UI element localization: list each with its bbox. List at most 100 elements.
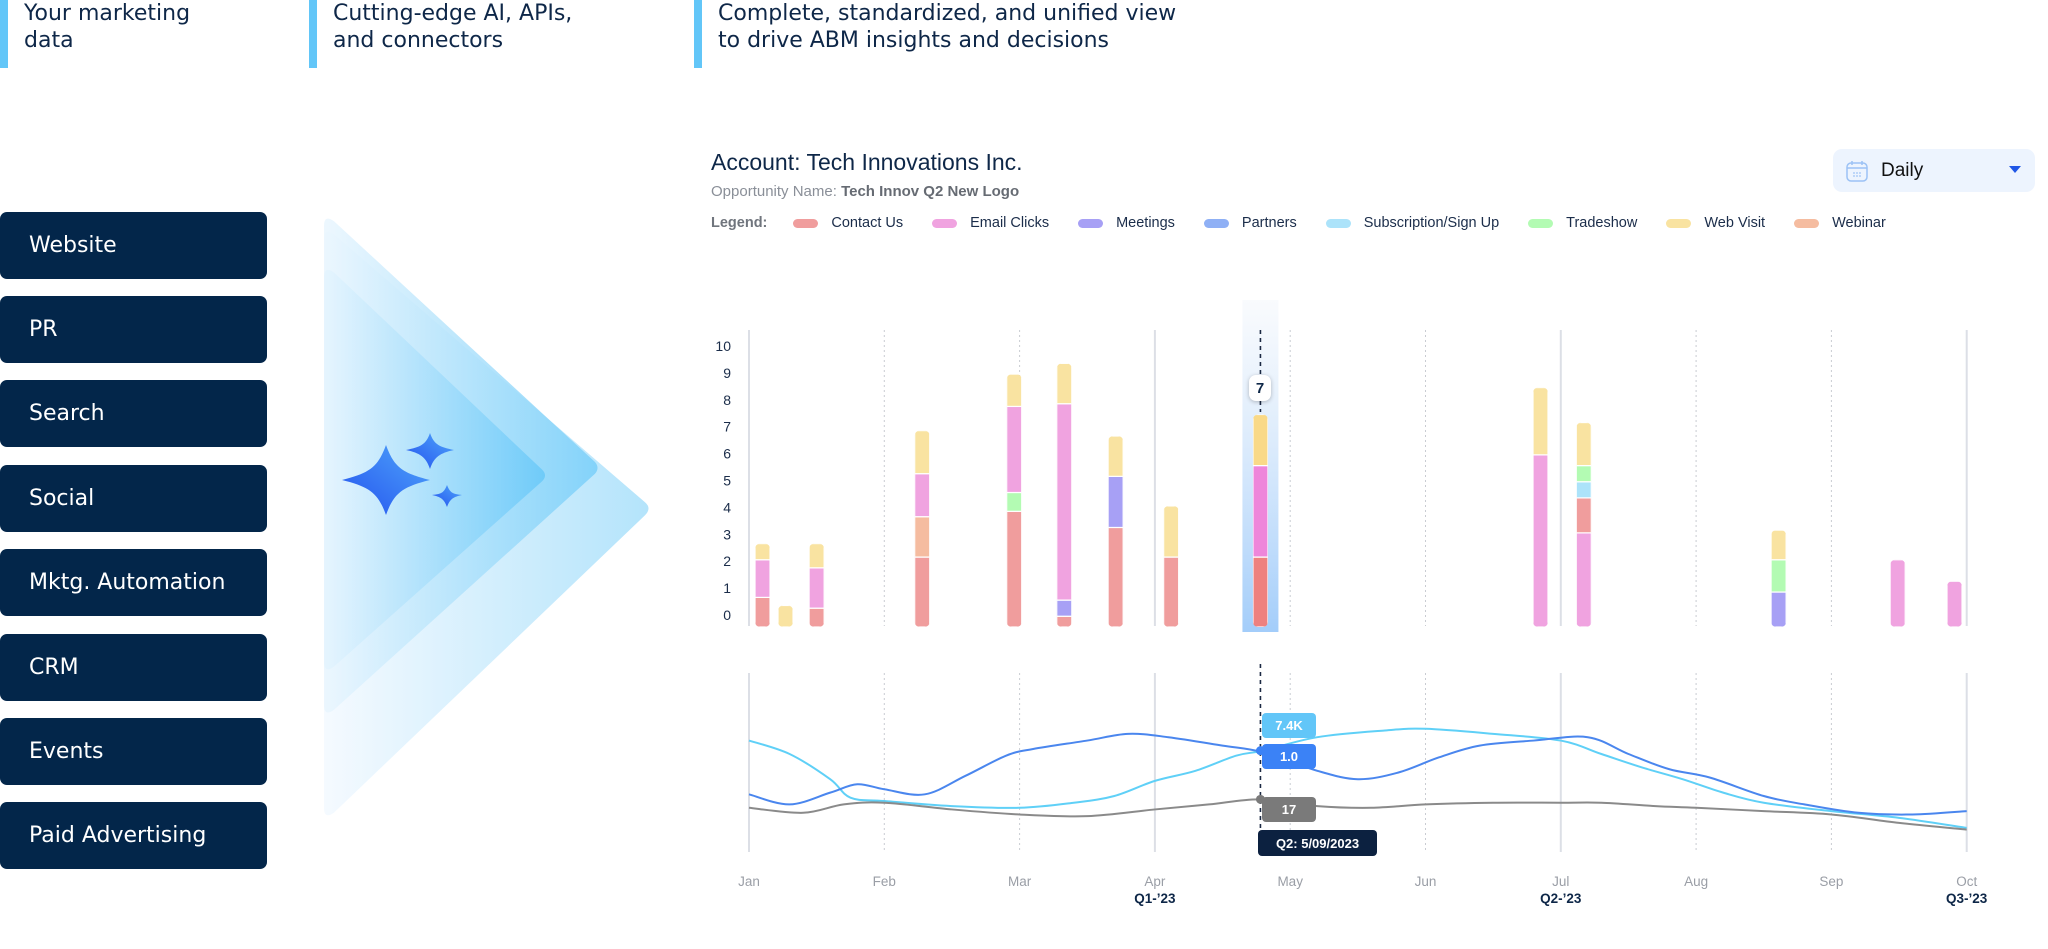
x-tick-label: May xyxy=(1277,874,1303,889)
legend-label: Legend: xyxy=(711,215,768,231)
bar-segment-email xyxy=(914,473,930,518)
x-tick-label: Oct xyxy=(1956,874,1977,889)
bar-segment-email xyxy=(1252,465,1268,558)
source-website-button[interactable]: Website xyxy=(0,212,267,279)
legend-item-label: Web Visit xyxy=(1704,215,1766,231)
chart-legend: Legend: Contact Us Email Clicks Meetings… xyxy=(711,215,1915,231)
y-tick-label: 2 xyxy=(723,553,731,569)
bar-segment-webinar xyxy=(914,516,930,558)
bar-segment-tradeshow xyxy=(1576,465,1592,483)
bar-segment-email xyxy=(1576,532,1592,627)
bar-segment-webvisit xyxy=(1006,374,1022,408)
legend-item-webinar[interactable]: Webinar xyxy=(1794,215,1886,231)
source-paid-advertising-button[interactable]: Paid Advertising xyxy=(0,802,267,869)
y-tick-label: 3 xyxy=(723,526,731,542)
bar-segment-tradeshow xyxy=(1006,491,1022,512)
source-social-button[interactable]: Social xyxy=(0,465,267,532)
stacked-bar xyxy=(1252,414,1268,627)
bar-segment-email xyxy=(1533,454,1549,627)
stacked-bars xyxy=(755,363,1963,628)
bar-segment-meetings xyxy=(1771,591,1787,627)
stacked-bar xyxy=(755,543,771,627)
bar-segment-webvisit xyxy=(914,430,930,475)
legend-swatch xyxy=(1203,218,1229,228)
bar-segment-subscription xyxy=(1576,481,1592,499)
bar-segment-email xyxy=(809,567,825,609)
sparkles-icon xyxy=(342,433,462,515)
legend-item-label: Tradeshow xyxy=(1566,215,1638,231)
legend-item-label: Meetings xyxy=(1116,215,1175,231)
bar-segment-webvisit xyxy=(1108,436,1124,477)
x-tick-label: Mar xyxy=(1008,874,1032,889)
y-tick-label: 4 xyxy=(723,499,731,515)
trend-line-gray xyxy=(748,798,1967,831)
y-tick-label: 8 xyxy=(723,392,731,408)
source-mktg-automation-button[interactable]: Mktg. Automation xyxy=(0,549,267,616)
opportunity-name: Opportunity Name: Tech Innov Q2 New Logo xyxy=(711,183,1019,200)
granularity-dropdown[interactable]: Daily xyxy=(1833,149,2035,192)
bar-segment-webvisit xyxy=(1252,414,1268,467)
x-tick-label: Jun xyxy=(1415,874,1437,889)
calendar-icon xyxy=(1846,160,1868,182)
phase-post-opportunity[interactable]: Post Opportunity (Jun 13-Sept 25, 2023) xyxy=(1486,633,1961,664)
x-tick-label: Sep xyxy=(1819,874,1843,889)
bar-segment-email xyxy=(1056,403,1072,601)
legend-item-web-visit[interactable]: Web Visit xyxy=(1666,215,1765,231)
y-tick-label: 1 xyxy=(723,580,731,596)
y-axis-ticks: 0 1 2 3 4 5 6 7 8 9 10 xyxy=(715,338,731,623)
bar-segment-webvisit xyxy=(809,543,825,569)
bar-segment-webvisit xyxy=(1533,387,1549,456)
legend-item-label: Email Clicks xyxy=(970,215,1050,231)
quarter-label: Q1-’23 xyxy=(1134,891,1176,906)
legend-item-partners[interactable]: Partners xyxy=(1203,215,1297,231)
stacked-bar xyxy=(1108,436,1124,628)
phase-name: Post Opportunity xyxy=(1578,639,1705,657)
stacked-bar xyxy=(1006,374,1022,628)
bar-segment-webvisit xyxy=(755,543,771,561)
bar-segment-contact xyxy=(1576,497,1592,534)
source-pr-button[interactable]: PR xyxy=(0,296,267,363)
bar-segment-contact xyxy=(755,596,771,627)
ai-connector-graphic xyxy=(324,218,649,816)
bar-segment-email xyxy=(1006,405,1022,494)
bar-segment-meetings xyxy=(1056,599,1072,617)
phase-range: (Mar 11 -Jun 12, 2023) xyxy=(1270,639,1427,657)
legend-item-label: Subscription/Sign Up xyxy=(1363,215,1500,231)
bar-segment-webvisit xyxy=(1163,505,1179,558)
legend-item-email-clicks[interactable]: Email Clicks xyxy=(932,215,1049,231)
source-events-button[interactable]: Events xyxy=(0,718,267,785)
stacked-bar xyxy=(1890,559,1906,627)
legend-item-subscription[interactable]: Subscription/Sign Up xyxy=(1325,215,1500,231)
legend-item-label: Contact Us xyxy=(831,215,904,231)
bar-segment-email xyxy=(1890,559,1906,627)
x-tick-label: Feb xyxy=(873,874,896,889)
source-crm-button[interactable]: CRM xyxy=(0,634,267,701)
legend-swatch xyxy=(1528,218,1554,228)
legend-item-meetings[interactable]: Meetings xyxy=(1078,215,1175,231)
legend-item-tradeshow[interactable]: Tradeshow xyxy=(1528,215,1637,231)
legend-swatch xyxy=(793,218,819,228)
legend-item-contact-us[interactable]: Contact Us xyxy=(793,215,903,231)
granularity-value: Daily xyxy=(1881,159,1924,181)
header-line: and connectors xyxy=(333,28,504,53)
source-search-button[interactable]: Search xyxy=(0,380,267,447)
x-tick-label: Jul xyxy=(1552,874,1569,889)
opportunity-label: Opportunity Name: xyxy=(711,183,842,200)
phase-range: (Jan 1 - Mar 10, 2023) xyxy=(895,639,1050,657)
bar-segment-contact xyxy=(1252,556,1268,627)
phase-pre-opportunity[interactable]: Pre-Opportunity (Jan 1 - Mar 10, 2023) xyxy=(749,633,1072,664)
tooltip-blue-value: 1.0 xyxy=(1262,744,1316,769)
stacked-bar xyxy=(778,605,794,627)
quarter-label: Q3-’23 xyxy=(1946,891,1988,906)
bar-segment-contact xyxy=(1108,526,1124,628)
inner-triangle xyxy=(324,269,545,670)
phase-opportunity-open[interactable]: Opportunity Open (Mar 11 -Jun 12, 2023) xyxy=(1075,633,1484,664)
stacked-bar xyxy=(1533,387,1549,627)
header-line: to drive ABM insights and decisions xyxy=(718,28,1110,53)
header-marketing-data: Your marketing data xyxy=(0,0,190,68)
trend-line-blue xyxy=(748,732,1967,816)
tooltip-gray-value: 17 xyxy=(1262,797,1316,822)
bar-segment-meetings xyxy=(1108,475,1124,529)
stacked-bar xyxy=(1056,363,1072,627)
header-unified-view: Complete, standardized, and unified view… xyxy=(694,0,1176,68)
